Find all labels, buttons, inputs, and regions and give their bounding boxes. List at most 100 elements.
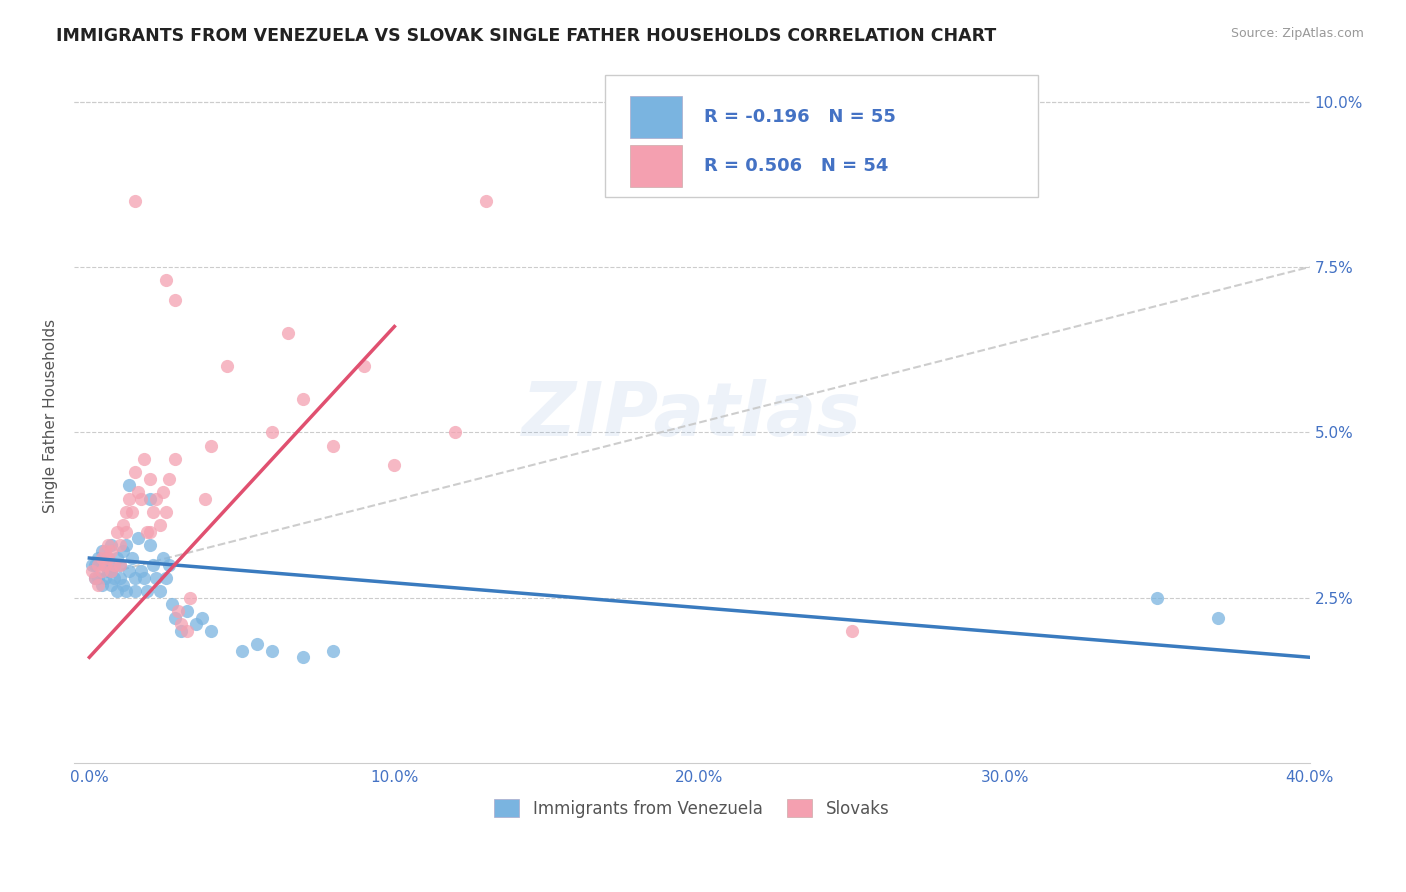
Point bbox=[118, 478, 141, 492]
Point bbox=[90, 551, 112, 566]
Point bbox=[127, 531, 149, 545]
Point bbox=[115, 538, 138, 552]
Point bbox=[84, 558, 107, 572]
Point bbox=[124, 194, 146, 208]
Point bbox=[145, 491, 167, 506]
Point bbox=[142, 558, 165, 572]
Point bbox=[111, 577, 134, 591]
Point bbox=[124, 465, 146, 479]
Point bbox=[129, 564, 152, 578]
Point bbox=[163, 293, 186, 307]
Point bbox=[127, 484, 149, 499]
Point bbox=[100, 564, 122, 578]
Point bbox=[262, 643, 284, 657]
Point bbox=[215, 359, 238, 374]
Point bbox=[200, 624, 222, 638]
Y-axis label: Single Father Households: Single Father Households bbox=[44, 318, 58, 513]
Point bbox=[103, 558, 125, 572]
Point bbox=[231, 643, 253, 657]
Point bbox=[87, 558, 110, 572]
Point bbox=[246, 637, 269, 651]
Point bbox=[163, 451, 186, 466]
Point bbox=[148, 584, 170, 599]
Point bbox=[129, 491, 152, 506]
Point bbox=[322, 439, 344, 453]
Point bbox=[103, 558, 125, 572]
Point bbox=[90, 544, 112, 558]
Text: IMMIGRANTS FROM VENEZUELA VS SLOVAK SINGLE FATHER HOUSEHOLDS CORRELATION CHART: IMMIGRANTS FROM VENEZUELA VS SLOVAK SING… bbox=[56, 27, 997, 45]
Legend: Immigrants from Venezuela, Slovaks: Immigrants from Venezuela, Slovaks bbox=[488, 793, 896, 824]
Point bbox=[100, 538, 122, 552]
Point bbox=[134, 451, 156, 466]
Point bbox=[105, 584, 128, 599]
Point bbox=[124, 584, 146, 599]
FancyBboxPatch shape bbox=[630, 145, 682, 186]
Point bbox=[139, 538, 162, 552]
Point bbox=[157, 558, 180, 572]
Point bbox=[475, 194, 498, 208]
Point bbox=[115, 505, 138, 519]
Point bbox=[100, 544, 122, 558]
Point bbox=[277, 326, 299, 340]
Point bbox=[115, 584, 138, 599]
Point bbox=[118, 491, 141, 506]
Point bbox=[90, 564, 112, 578]
Point bbox=[179, 591, 201, 605]
Point bbox=[155, 505, 177, 519]
Point bbox=[176, 624, 198, 638]
Point bbox=[148, 518, 170, 533]
Point bbox=[93, 558, 115, 572]
Point bbox=[108, 558, 131, 572]
Point bbox=[121, 505, 143, 519]
Point bbox=[384, 458, 406, 473]
Point bbox=[152, 484, 174, 499]
Point bbox=[136, 524, 159, 539]
Point bbox=[82, 558, 104, 572]
Point bbox=[82, 564, 104, 578]
Point bbox=[118, 564, 141, 578]
Point bbox=[111, 518, 134, 533]
Point bbox=[108, 538, 131, 552]
Point bbox=[103, 571, 125, 585]
Text: R = 0.506   N = 54: R = 0.506 N = 54 bbox=[704, 157, 889, 175]
FancyBboxPatch shape bbox=[630, 96, 682, 138]
Point bbox=[166, 604, 188, 618]
Point bbox=[108, 558, 131, 572]
Point bbox=[353, 359, 375, 374]
Point bbox=[100, 577, 122, 591]
Point bbox=[155, 273, 177, 287]
Point bbox=[1206, 610, 1229, 624]
Point bbox=[176, 604, 198, 618]
Point bbox=[262, 425, 284, 440]
Point bbox=[322, 643, 344, 657]
Point bbox=[155, 571, 177, 585]
Point bbox=[1146, 591, 1168, 605]
Point bbox=[160, 598, 183, 612]
Point bbox=[100, 564, 122, 578]
Point bbox=[194, 491, 217, 506]
Point bbox=[105, 551, 128, 566]
Point bbox=[841, 624, 863, 638]
Point bbox=[90, 577, 112, 591]
Point bbox=[105, 524, 128, 539]
Point bbox=[170, 617, 193, 632]
Point bbox=[163, 610, 186, 624]
Point bbox=[115, 524, 138, 539]
Point bbox=[111, 544, 134, 558]
Point bbox=[124, 571, 146, 585]
Text: Source: ZipAtlas.com: Source: ZipAtlas.com bbox=[1230, 27, 1364, 40]
Point bbox=[291, 392, 314, 407]
Point bbox=[444, 425, 467, 440]
Text: ZIPatlas: ZIPatlas bbox=[522, 379, 862, 452]
Point bbox=[87, 577, 110, 591]
Point bbox=[93, 571, 115, 585]
Point bbox=[157, 472, 180, 486]
Point bbox=[97, 551, 120, 566]
Point bbox=[87, 551, 110, 566]
Point bbox=[142, 505, 165, 519]
Point bbox=[134, 571, 156, 585]
Point bbox=[121, 551, 143, 566]
Point bbox=[139, 491, 162, 506]
Point bbox=[97, 551, 120, 566]
Point bbox=[152, 551, 174, 566]
